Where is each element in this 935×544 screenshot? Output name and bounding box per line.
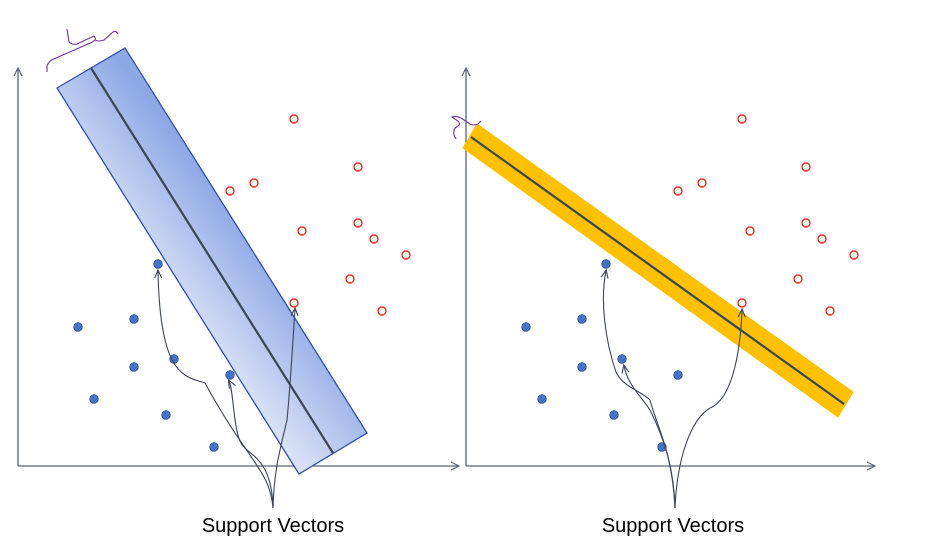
data-point-class-a: [209, 442, 219, 452]
left-class-b-points: [225, 114, 411, 316]
left-support-vector-arrows: [158, 271, 295, 509]
data-point-class-b: [673, 186, 683, 196]
data-point-class-b: [793, 274, 803, 284]
support-vector-class-a: [617, 354, 627, 364]
left-hyperplane: [90, 67, 334, 454]
right-caption: Support Vectors: [601, 515, 745, 537]
right-hyperplane: [470, 136, 845, 405]
data-point-class-a: [161, 410, 171, 420]
right-support-vector-arrows: [603, 271, 742, 509]
arrow-to-support-vector: [674, 310, 742, 509]
data-point-class-b: [353, 218, 363, 228]
data-point-class-b: [849, 250, 859, 260]
arrow-to-support-vector: [624, 366, 676, 509]
data-point-class-b: [345, 274, 355, 284]
arrow-to-support-vector: [158, 271, 274, 509]
data-point-class-a: [129, 314, 139, 324]
support-vector-class-a: [153, 259, 163, 269]
data-point-class-b: [225, 186, 235, 196]
data-point-class-a: [609, 410, 619, 420]
data-point-class-b: [353, 162, 363, 172]
data-point-class-a: [577, 314, 587, 324]
data-point-class-a: [521, 322, 531, 332]
data-point-class-b: [377, 306, 387, 316]
left-margin-brace: [46, 28, 119, 72]
right-class-a-points: [521, 259, 683, 452]
arrow-to-support-vector: [272, 309, 295, 509]
data-point-class-b: [697, 178, 707, 188]
support-vector-class-b: [289, 298, 299, 308]
arrow-to-support-vector: [229, 381, 274, 509]
data-point-class-a: [129, 362, 139, 372]
data-point-class-a: [673, 370, 683, 380]
data-point-class-b: [801, 162, 811, 172]
support-vector-class-b: [737, 298, 747, 308]
support-vector-class-a: [225, 370, 235, 380]
data-point-class-b: [825, 306, 835, 316]
left-class-a-points: [73, 259, 235, 452]
data-point-class-b: [249, 178, 259, 188]
left-panel: [18, 28, 458, 509]
data-point-class-b: [737, 114, 747, 124]
right-panel: [450, 69, 874, 509]
data-point-class-b: [297, 226, 307, 236]
data-point-class-b: [801, 218, 811, 228]
arrow-to-support-vector: [603, 271, 676, 509]
data-point-class-b: [369, 234, 379, 244]
support-vector-class-a: [601, 259, 611, 269]
data-point-class-a: [89, 394, 99, 404]
data-point-class-a: [577, 362, 587, 372]
data-point-class-b: [817, 234, 827, 244]
data-point-class-b: [289, 114, 299, 124]
right-class-b-points: [673, 114, 859, 316]
data-point-class-b: [745, 226, 755, 236]
data-point-class-a: [537, 394, 547, 404]
data-point-class-a: [73, 322, 83, 332]
data-point-class-b: [401, 250, 411, 260]
right-margin-brace: [450, 115, 482, 140]
left-caption: Support Vectors: [201, 515, 345, 537]
data-point-class-a: [169, 354, 179, 364]
